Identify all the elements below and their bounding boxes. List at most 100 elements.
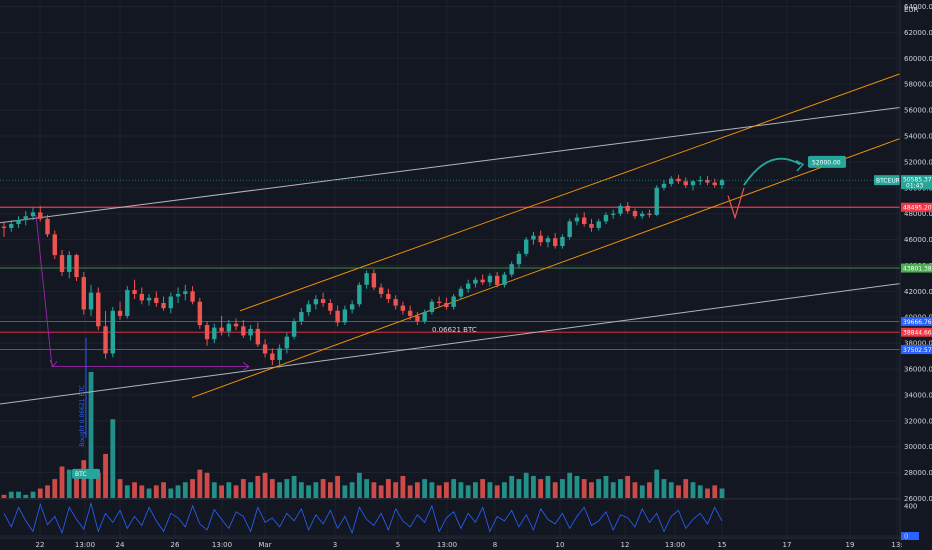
candle-body	[349, 304, 355, 310]
time-axis[interactable]: 22 13:00 24 26 13:00 Mar 3 5 13:00 8 10 12 13:00 15 17…	[0, 537, 903, 549]
volume-bar	[110, 419, 116, 498]
volume-bar	[393, 482, 399, 498]
time-tick-label: 19	[846, 541, 855, 549]
price-tick-label: 42000.00	[904, 288, 932, 296]
candle-body	[531, 235, 536, 240]
currency-label: EUR	[904, 6, 919, 14]
projection-drop	[727, 187, 745, 220]
volume-bar	[197, 469, 203, 498]
lower-trendline	[0, 283, 901, 405]
volume-bar	[531, 475, 536, 498]
price-tick-label: 46000.00	[904, 236, 932, 244]
price-level-label: 38844.66	[903, 330, 932, 337]
volume-bar	[233, 485, 239, 498]
measure-arrow-right	[242, 362, 250, 371]
upper-trendline	[0, 106, 901, 224]
indicator-tick-label: 400	[904, 502, 917, 510]
candle-body	[299, 312, 304, 322]
volume-bar	[632, 482, 638, 498]
volume-bar	[291, 475, 297, 498]
time-tick-label: Mar	[258, 541, 271, 549]
measure-path	[35, 214, 248, 367]
volume-bar	[385, 479, 391, 498]
volume-bar	[306, 485, 312, 498]
volume-bar	[23, 494, 29, 498]
volume-bar	[16, 491, 21, 498]
candle-body	[175, 293, 181, 297]
candle-body	[328, 303, 333, 311]
candle-body	[618, 205, 623, 214]
candle-body	[560, 236, 565, 247]
candle-body	[364, 273, 369, 285]
volume-bar	[560, 479, 565, 498]
volume-bar	[335, 475, 341, 498]
annotations[interactable]: BTCEUR 52000.00 0.06621 BTC Bought 0.06621 …	[0, 155, 900, 479]
trade-badge-label: BTC	[75, 471, 87, 478]
candle-body	[52, 234, 57, 256]
volume-bar	[284, 479, 290, 498]
price-level-badge	[901, 263, 932, 273]
candle-body	[139, 293, 144, 301]
volume-bar	[349, 482, 355, 498]
candle-body	[371, 273, 377, 288]
volume-bar	[465, 485, 471, 498]
candle-body	[473, 279, 478, 284]
candle-body	[277, 348, 282, 360]
candle-body	[38, 212, 43, 219]
price-axis[interactable]: 26000.00 28000.00 30000.00 32000.00 34000.00…	[899, 0, 932, 550]
volume-bar	[509, 475, 515, 498]
volume-bar	[647, 482, 652, 498]
candle-body	[132, 290, 137, 294]
volume-bar	[589, 482, 594, 498]
candle-body	[509, 264, 514, 275]
volume-bar	[661, 479, 667, 498]
time-tick-label: 15	[718, 541, 727, 549]
volume-bar	[262, 472, 268, 498]
target-label: 52000.00	[812, 159, 841, 166]
volume-bar	[429, 482, 435, 498]
trend-lines[interactable]	[0, 73, 901, 405]
candle-body	[552, 238, 558, 247]
candle-body	[415, 315, 420, 322]
price-tick-label: 48000.00	[904, 210, 932, 218]
candle-body	[154, 297, 159, 303]
price-tick-label: 38000.00	[904, 340, 932, 348]
volume-bar	[81, 460, 87, 498]
candle-body	[320, 299, 326, 303]
candle-body	[270, 353, 275, 360]
time-tick-label: 12	[621, 541, 630, 549]
candle-body	[88, 292, 94, 310]
candle-body	[480, 279, 485, 283]
time-tick-label: 8	[493, 541, 497, 549]
candle-body	[596, 221, 601, 228]
volume-bar	[255, 475, 261, 498]
volume-bar	[95, 472, 101, 498]
volume-bar	[124, 485, 130, 498]
volume-bar	[240, 479, 246, 498]
range-label: 0.06621 BTC	[432, 326, 477, 334]
countdown-label: 01:43	[906, 183, 923, 190]
volume-bar	[313, 482, 319, 498]
volume-bar	[603, 475, 609, 498]
volume-bar	[516, 479, 522, 498]
volume-bar	[545, 475, 551, 498]
volume-bar	[161, 482, 166, 498]
candle-body	[574, 217, 580, 222]
measure-arrow-down	[49, 359, 58, 368]
price-tick-label: 56000.00	[904, 107, 932, 115]
volume-bar	[37, 488, 43, 498]
candle-body	[9, 224, 14, 228]
price-level-badge	[901, 345, 932, 355]
candle-body	[640, 213, 645, 217]
time-tick-label: 26	[171, 541, 180, 549]
volume-bar	[414, 482, 420, 498]
symbol-badge	[874, 175, 900, 186]
volume-bar	[473, 482, 478, 498]
volume-bar	[574, 475, 580, 498]
volume-bar	[277, 482, 282, 498]
time-tick-label: 3	[333, 541, 337, 549]
volume-bar	[342, 485, 348, 498]
volume-bar	[705, 488, 710, 498]
volume-bar	[596, 479, 602, 498]
